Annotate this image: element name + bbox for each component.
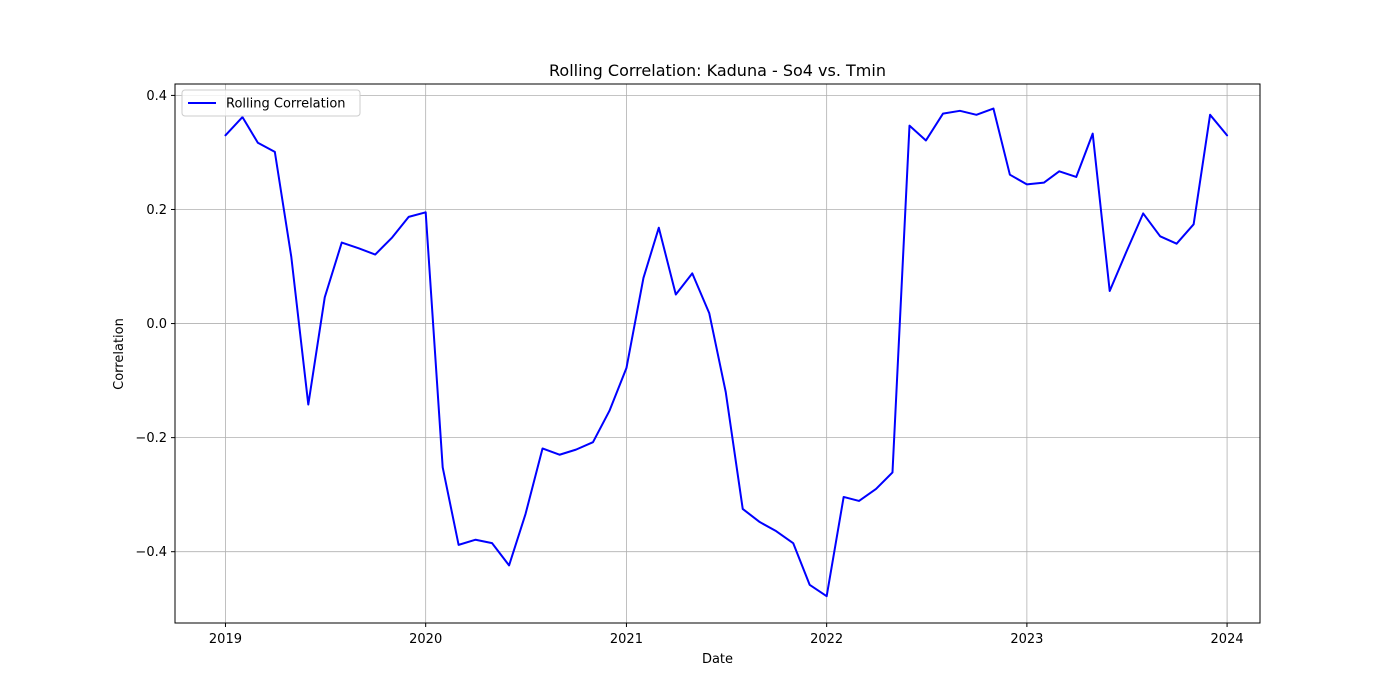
series-layer [224,107,1229,598]
x-tick-label: 2019 [209,632,242,647]
y-tick-label: 0.2 [146,203,167,218]
chart-title: Rolling Correlation: Kaduna - So4 vs. Tm… [549,61,886,80]
legend-label: Rolling Correlation [226,97,346,112]
y-tick-label: −0.2 [135,431,167,446]
y-tick-label: 0.0 [146,317,167,332]
series-line [224,107,1229,598]
y-tick-label: −0.4 [135,545,167,560]
x-tick-label: 2022 [810,632,843,647]
x-axis-label: Date [702,652,733,667]
y-axis-label: Correlation [112,318,127,390]
legend-box [181,89,361,117]
y-tick-label: 0.4 [146,89,167,104]
x-tick-label: 2020 [409,632,442,647]
x-tick-label: 2024 [1211,632,1244,647]
legend: Rolling Correlation [181,89,361,117]
y-axis: −0.4 −0.2 0.0 0.2 0.4 [135,89,175,560]
plot-frame [174,83,1261,624]
x-tick-label: 2023 [1010,632,1043,647]
x-tick-label: 2021 [610,632,643,647]
x-axis: 2019 2020 2021 2022 2023 2024 [209,623,1244,647]
